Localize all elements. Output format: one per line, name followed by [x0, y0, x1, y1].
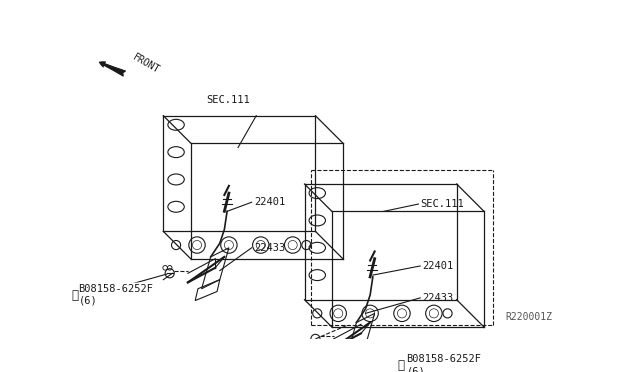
Text: Ⓑ: Ⓑ — [397, 359, 404, 372]
Text: B08158-6252F
(6): B08158-6252F (6) — [406, 355, 481, 372]
Text: B08158-6252F
(6): B08158-6252F (6) — [79, 284, 154, 306]
Text: 22401: 22401 — [422, 261, 453, 271]
Text: FRONT: FRONT — [131, 52, 161, 76]
Text: Ⓑ: Ⓑ — [72, 289, 79, 302]
Text: 22433: 22433 — [422, 293, 453, 303]
Text: R220001Z: R220001Z — [506, 312, 552, 323]
Text: 22401: 22401 — [255, 197, 285, 207]
Text: SEC.111: SEC.111 — [206, 95, 250, 105]
Text: 22433: 22433 — [255, 243, 285, 253]
Text: SEC.111: SEC.111 — [420, 199, 464, 209]
